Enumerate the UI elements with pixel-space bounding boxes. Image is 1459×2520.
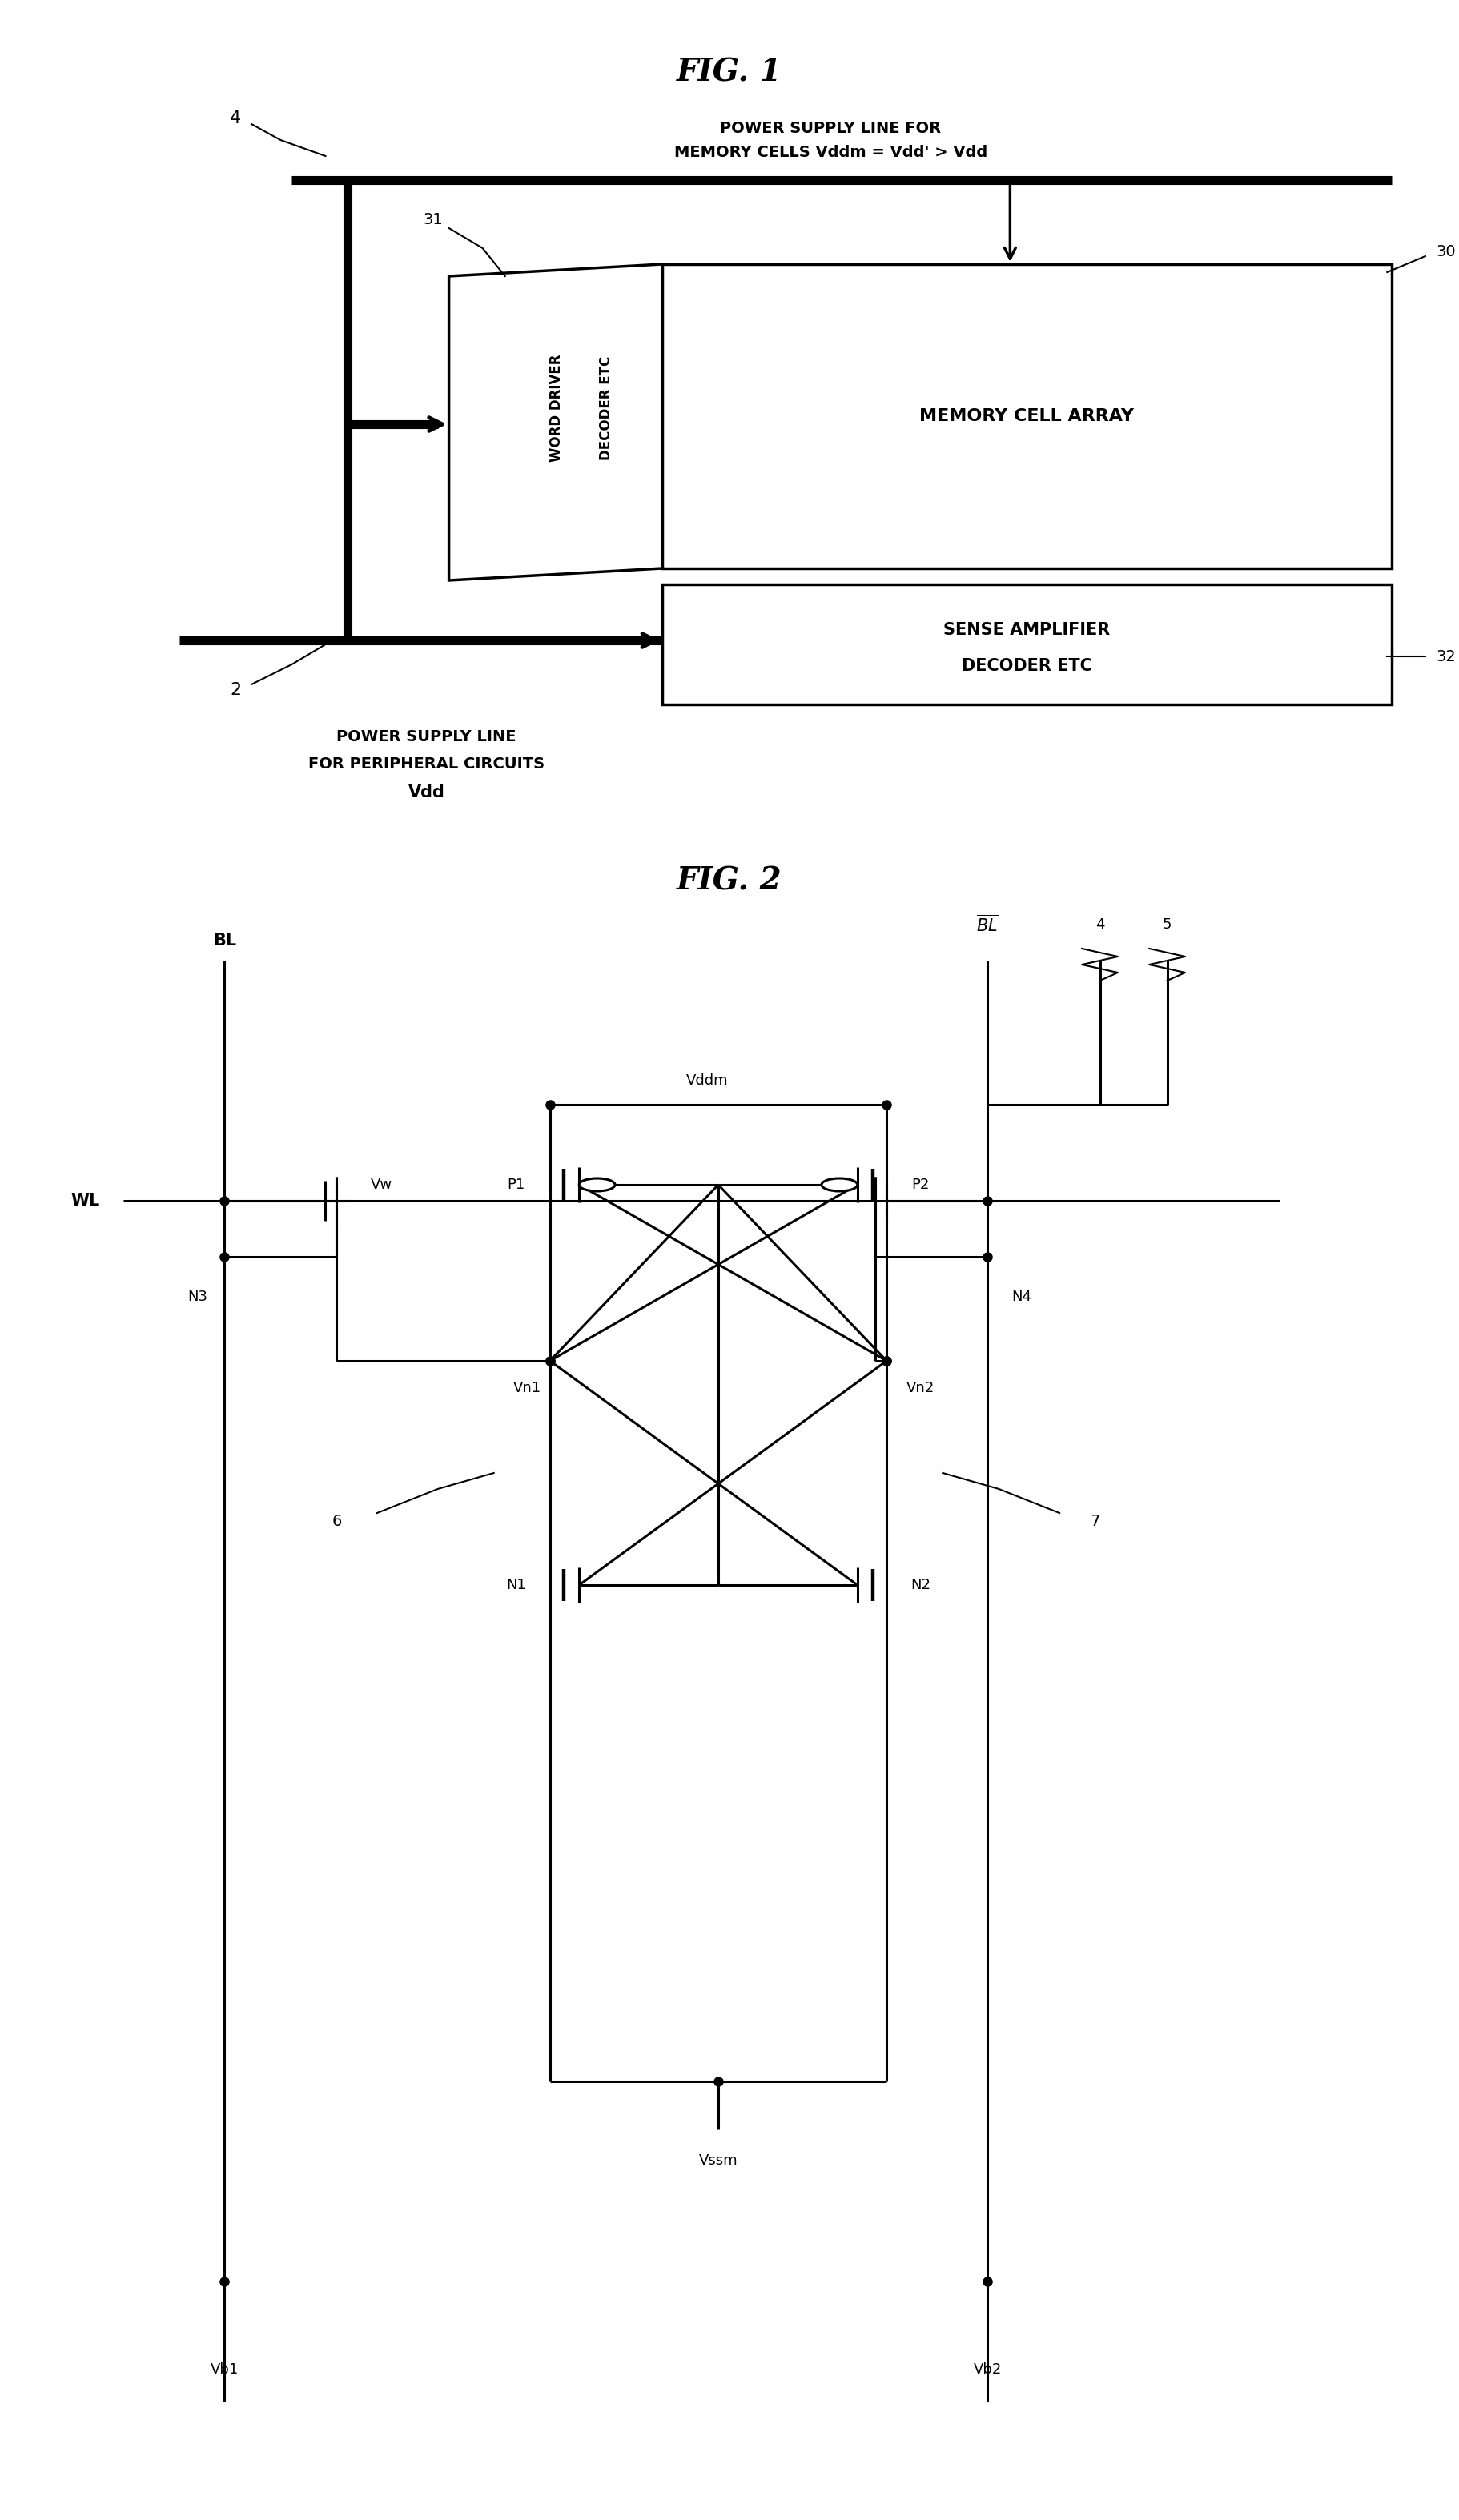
Text: MEMORY CELLS Vddm = Vdd' > Vdd: MEMORY CELLS Vddm = Vdd' > Vdd <box>674 144 988 159</box>
Bar <box>662 585 1392 706</box>
Text: WL: WL <box>71 1192 99 1210</box>
Circle shape <box>579 1179 616 1192</box>
Text: 5: 5 <box>1163 917 1172 932</box>
Text: 7: 7 <box>1090 1515 1100 1530</box>
Text: POWER SUPPLY LINE FOR: POWER SUPPLY LINE FOR <box>719 121 941 136</box>
Text: Vddm: Vddm <box>686 1074 728 1089</box>
Text: 30: 30 <box>1437 244 1456 260</box>
Text: Vw: Vw <box>371 1177 392 1192</box>
Text: FOR PERIPHERAL CIRCUITS: FOR PERIPHERAL CIRCUITS <box>308 756 544 771</box>
Text: DECODER ETC: DECODER ETC <box>598 355 613 461</box>
Text: POWER SUPPLY LINE: POWER SUPPLY LINE <box>337 728 516 743</box>
Text: 2: 2 <box>231 683 241 698</box>
Text: 4: 4 <box>1096 917 1104 932</box>
Text: P1: P1 <box>508 1177 525 1192</box>
Text: P2: P2 <box>912 1177 929 1192</box>
Text: 31: 31 <box>423 212 444 227</box>
Text: DECODER ETC: DECODER ETC <box>961 658 1093 673</box>
Text: Vb2: Vb2 <box>973 2361 1002 2376</box>
Text: FIG. 2: FIG. 2 <box>677 864 782 895</box>
Text: N3: N3 <box>188 1290 207 1303</box>
Circle shape <box>821 1179 858 1192</box>
Text: Vb1: Vb1 <box>210 2361 239 2376</box>
Text: $\overline{BL}$: $\overline{BL}$ <box>976 915 999 935</box>
Text: FIG. 1: FIG. 1 <box>677 58 782 88</box>
Text: N1: N1 <box>506 1578 527 1593</box>
Text: SENSE AMPLIFIER: SENSE AMPLIFIER <box>944 622 1110 638</box>
Text: BL: BL <box>213 932 236 948</box>
Text: Vdd: Vdd <box>409 784 445 801</box>
Polygon shape <box>449 265 662 580</box>
Text: N4: N4 <box>1011 1290 1032 1303</box>
Text: MEMORY CELL ARRAY: MEMORY CELL ARRAY <box>919 408 1134 423</box>
Text: Vssm: Vssm <box>699 2155 738 2167</box>
Text: 6: 6 <box>331 1515 341 1530</box>
Text: 32: 32 <box>1437 648 1456 665</box>
Bar <box>662 265 1392 570</box>
Text: Vn1: Vn1 <box>514 1381 541 1396</box>
Text: WORD DRIVER: WORD DRIVER <box>550 355 563 461</box>
Text: N2: N2 <box>910 1578 931 1593</box>
Text: 4: 4 <box>231 111 241 126</box>
Text: Vn2: Vn2 <box>906 1381 934 1396</box>
